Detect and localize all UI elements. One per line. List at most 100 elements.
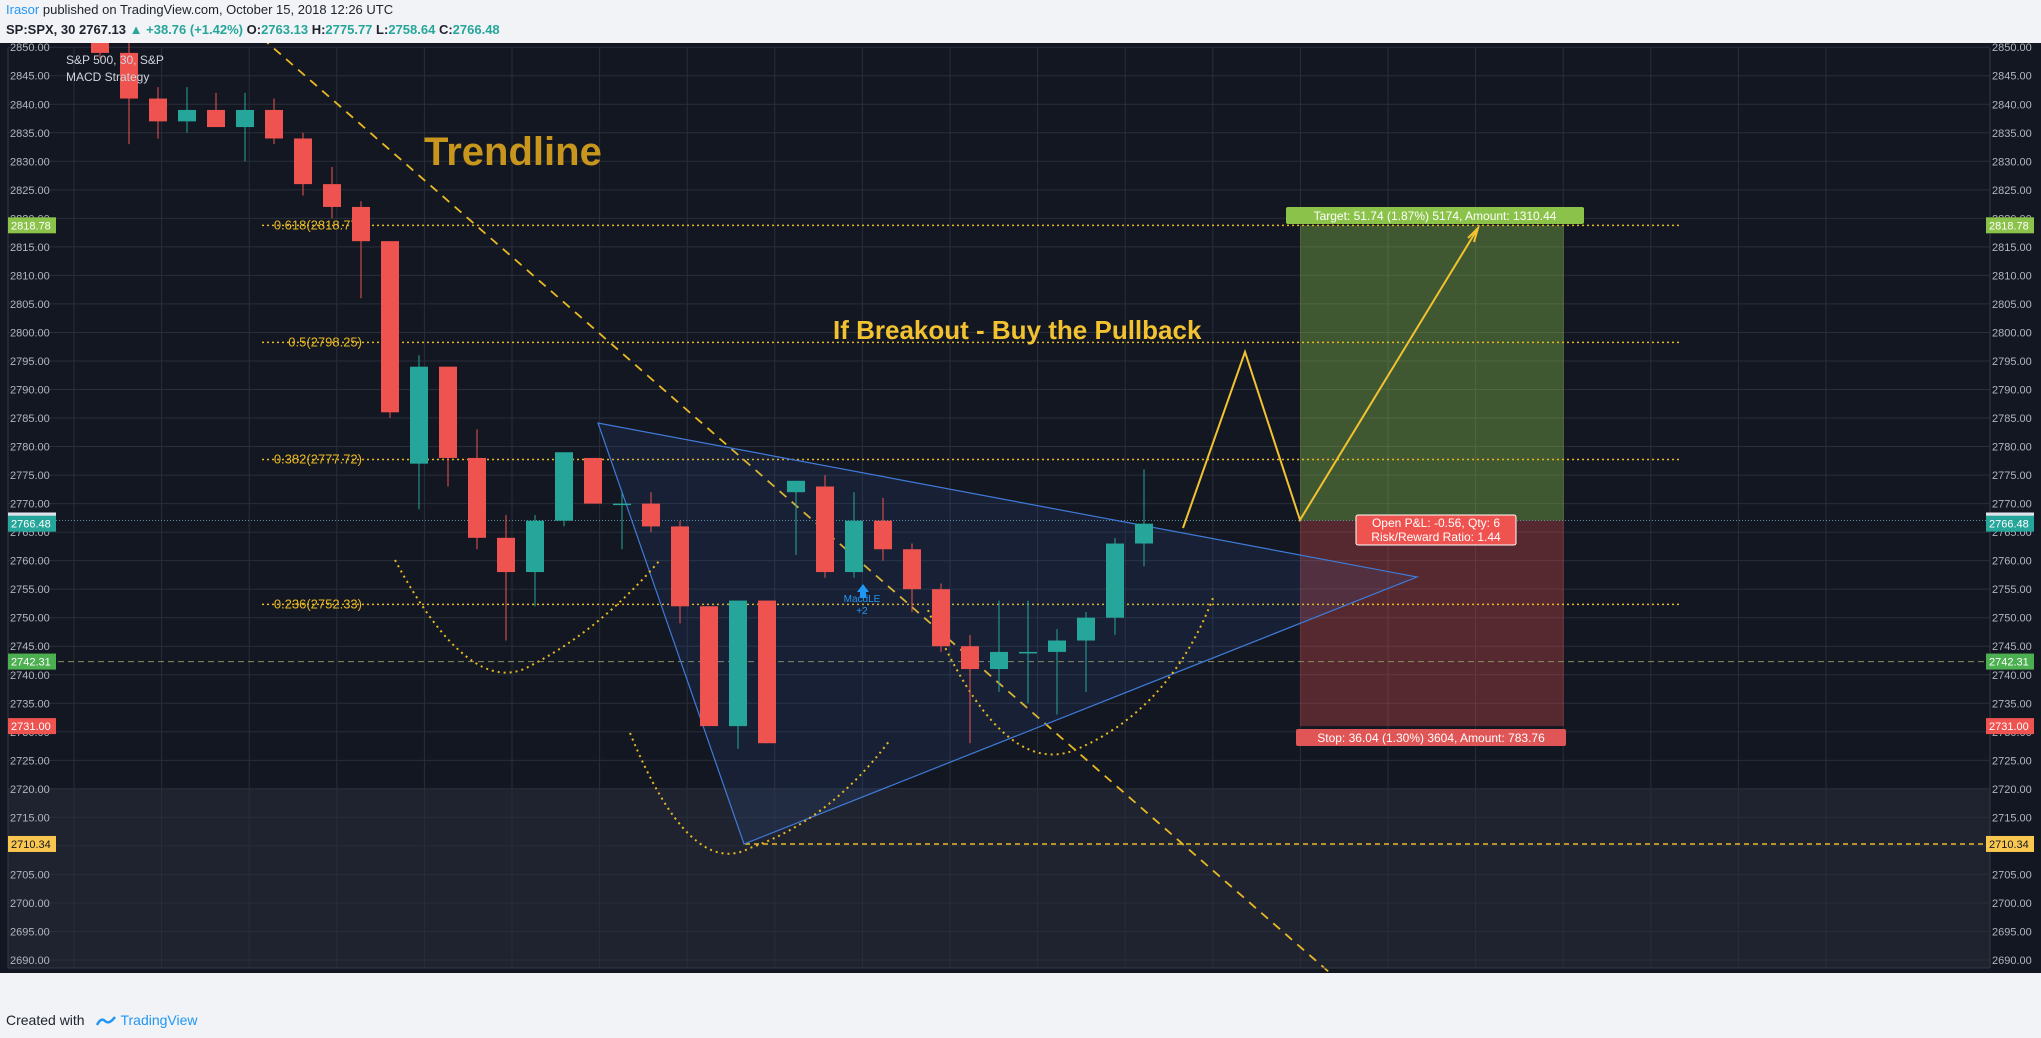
price-tag-left-bg [8,835,56,852]
price-tag-right: 2766.48 [1989,519,2029,531]
candle-body [555,452,573,521]
candle-body [845,520,863,573]
cup-arc [927,597,1214,756]
price-tag-left-bg [8,217,56,234]
price-tag-right-bg [1986,515,2034,532]
candle-body [410,366,428,464]
low-value: 2758.64 [388,22,436,37]
footer: Created with TradingView [0,1003,2041,1038]
last-price: 2767.13 [79,22,126,37]
up-arrow-icon: ▲ [129,22,143,37]
y-tick-label-right: 2760.00 [1992,556,2032,568]
candle-body [729,600,747,727]
candle-body [816,486,834,573]
y-tick-label-right: 2790.00 [1992,385,2032,397]
y-tick-label-left: 2785.00 [10,413,50,425]
risk-reward-label: Risk/Reward Ratio: 1.44 [1371,530,1501,544]
trendline-label: Trendline [424,130,602,174]
y-tick-label-left: 2810.00 [10,270,50,282]
candle-body [1135,523,1153,544]
y-tick-label-right: 2735.00 [1992,698,2032,710]
open-label: O: [246,22,262,37]
y-tick-label-right: 2705.00 [1992,869,2032,881]
candle-body [294,138,312,185]
candle-body [758,600,776,744]
fib-level-label: 0.236(2752.33) [274,596,362,611]
price-tag-right-bg [1986,217,2034,234]
candle-body [178,109,196,122]
candle-body [671,526,689,607]
triangle-pattern [597,422,1420,845]
price-chart[interactable]: 0.618(2818.77) 0.5(2798.25) 0.382(2777.72)… [0,43,2041,973]
y-tick-label-right: 2815.00 [1992,242,2032,254]
candle-body [1106,543,1124,618]
y-tick-label-left: 2750.00 [10,613,50,625]
y-tick-label-right: 2745.00 [1992,641,2032,653]
y-tick-label-right: 2740.00 [1992,670,2032,682]
price-tag-right: 2710.34 [1989,839,2029,851]
tradingview-link[interactable]: TradingView [120,1012,198,1028]
y-tick-label-right: 2850.00 [1992,43,2032,54]
stop-label-bg [1296,729,1566,746]
candle-body [352,206,370,242]
candle-body [903,549,921,590]
author-link[interactable]: Irasor [6,2,40,17]
candles [91,43,1153,749]
fib-level-label: 0.618(2818.77) [274,217,362,232]
price-tag-left-bg [8,515,56,532]
breakout-label: If Breakout - Buy the Pullback [833,315,1202,345]
y-tick-label-right: 2845.00 [1992,71,2032,83]
y-tick-label-right: 2810.00 [1992,270,2032,282]
y-tick-label-right: 2695.00 [1992,926,2032,938]
y-tick-label-left: 2770.00 [10,499,50,511]
tradingview-logo-icon [96,1016,117,1026]
target-label: Target: 51.74 (1.87%) 5174, Amount: 1310… [1314,209,1557,223]
y-tick-label-left: 2725.00 [10,755,50,767]
target-zone [1300,225,1564,521]
y-tick-label-right: 2755.00 [1992,584,2032,596]
y-tick-label-left: 2700.00 [10,898,50,910]
candle-body [91,43,109,53]
y-tick-label-right: 2800.00 [1992,327,2032,339]
candle-body [468,457,486,538]
candle-body [439,366,457,458]
low-label: L: [376,22,389,37]
pnl-box [1355,514,1517,546]
y-tick-label-left: 2695.00 [10,926,50,938]
signal-arrow-icon [857,584,869,598]
price-tags: 2818.782818.782767.042767.042766.482766.… [8,217,2034,852]
price-tag-left: 2818.78 [11,220,51,232]
lower-zone [8,788,1990,968]
high-value: 2775.77 [325,22,373,37]
y-tick-label-left: 2775.00 [10,470,50,482]
high-label: H: [311,22,326,37]
close-value: 2766.48 [452,22,500,37]
axes: 2690.00 2690.00 2695.00 2695.00 2700.00 2700.… [7,43,2032,969]
y-tick-label-right: 2720.00 [1992,784,2032,796]
price-tag-left: 2766.48 [11,519,51,531]
y-tick-label-left: 2755.00 [10,584,50,596]
candle-body [932,589,950,647]
candle-body [874,520,892,550]
candle-body [700,606,718,727]
stop-zone [1300,520,1564,727]
close-label: C: [438,22,453,37]
candle-body [526,520,544,573]
price-tag-right: 2742.31 [1989,657,2029,669]
y-tick-label-right: 2830.00 [1992,156,2032,168]
legend-title: S&P 500, 30, S&P [66,53,164,67]
y-tick-label-right: 2690.00 [1992,955,2032,967]
y-tick-label-left: 2850.00 [10,43,50,54]
y-tick-label-left: 2815.00 [10,242,50,254]
candle-body [990,651,1008,670]
candle-body [323,184,341,207]
price-tag-left-bg [8,653,56,670]
y-tick-label-right: 2840.00 [1992,99,2032,111]
candle-body [584,457,602,504]
price-tag-right: 2818.78 [1989,220,2029,232]
y-tick-label-right: 2785.00 [1992,413,2032,425]
candle-body [497,537,515,573]
candle-body [207,109,225,128]
signal-qty: +2 [856,606,868,617]
fib-level-label: 0.5(2798.25) [288,334,362,349]
